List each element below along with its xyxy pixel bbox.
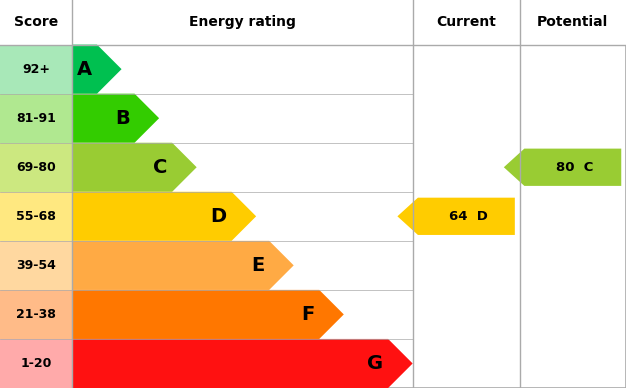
Text: 1-20: 1-20 — [20, 357, 52, 370]
Text: 55-68: 55-68 — [16, 210, 56, 223]
Bar — [0, 241, 72, 290]
Text: Potential: Potential — [537, 15, 608, 29]
Polygon shape — [72, 241, 294, 290]
Polygon shape — [72, 45, 121, 94]
Polygon shape — [72, 339, 413, 388]
Bar — [0, 290, 72, 339]
Text: F: F — [301, 305, 314, 324]
Text: Current: Current — [436, 15, 496, 29]
Text: 39-54: 39-54 — [16, 259, 56, 272]
Text: A: A — [77, 60, 92, 79]
Text: C: C — [153, 158, 167, 177]
Bar — [0, 0, 626, 45]
Bar — [0, 143, 72, 192]
Polygon shape — [504, 149, 621, 186]
Bar — [0, 94, 72, 143]
Text: Energy rating: Energy rating — [189, 15, 296, 29]
Text: 81-91: 81-91 — [16, 112, 56, 125]
Polygon shape — [72, 290, 344, 339]
Text: 64  D: 64 D — [449, 210, 488, 223]
Bar — [0, 45, 72, 94]
Text: 69-80: 69-80 — [16, 161, 56, 174]
Text: D: D — [210, 207, 227, 226]
Text: 80  C: 80 C — [556, 161, 593, 174]
Text: E: E — [251, 256, 264, 275]
Text: G: G — [367, 354, 383, 373]
Text: B: B — [115, 109, 130, 128]
Text: 92+: 92+ — [22, 62, 50, 76]
Text: Score: Score — [14, 15, 58, 29]
Text: 21-38: 21-38 — [16, 308, 56, 321]
Bar — [0, 192, 72, 241]
Polygon shape — [72, 192, 256, 241]
Polygon shape — [398, 197, 515, 235]
Polygon shape — [72, 143, 197, 192]
Bar — [0, 339, 72, 388]
Polygon shape — [72, 94, 159, 143]
